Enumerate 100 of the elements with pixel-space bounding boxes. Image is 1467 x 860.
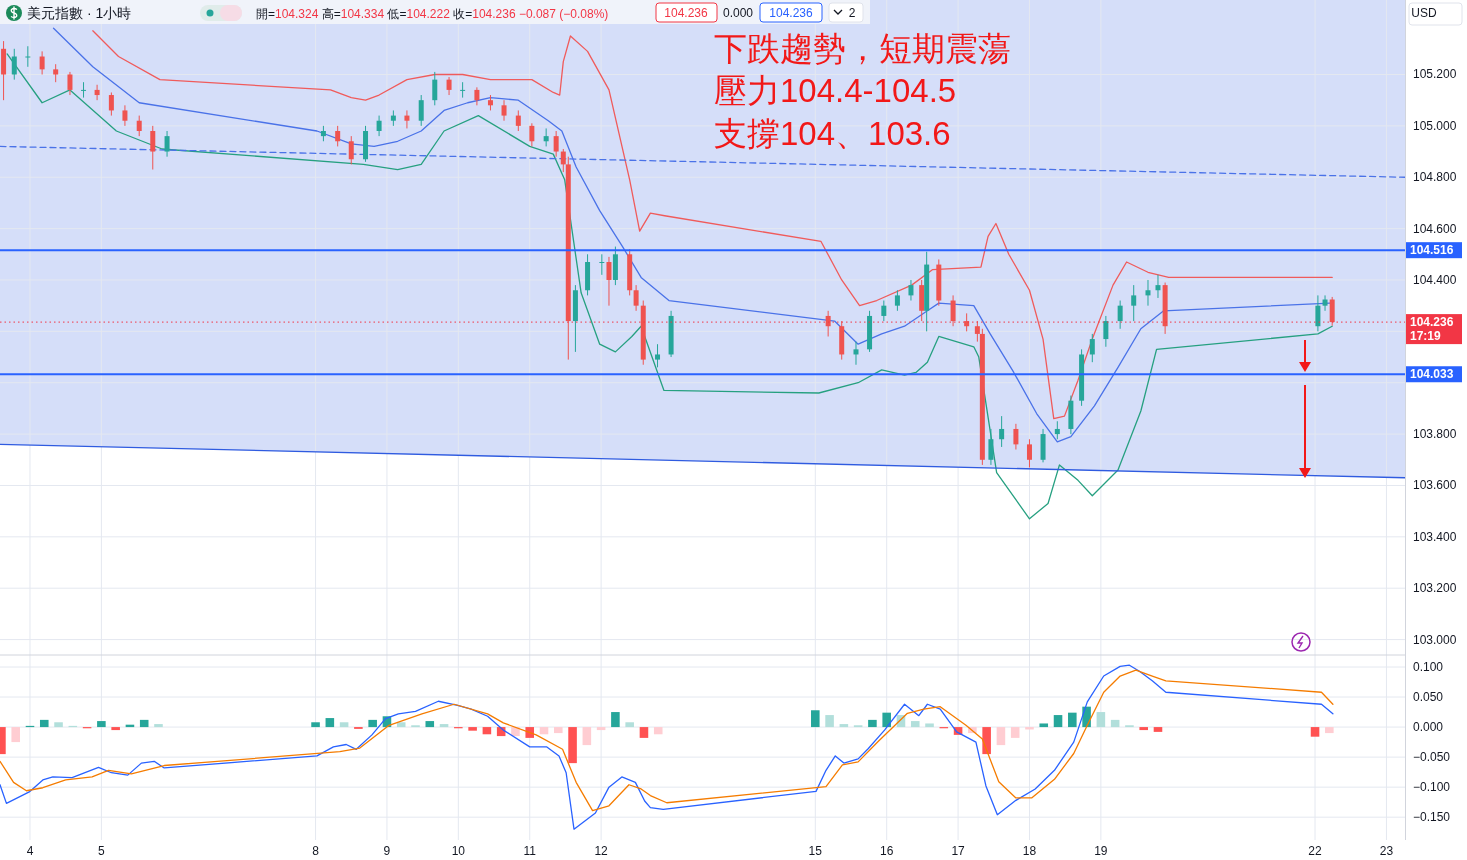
chart-title: 美元指數 · 1小時 [27, 5, 132, 21]
y-tick-label: 105.000 [1413, 118, 1457, 133]
annotation: 2 [848, 6, 856, 20]
bar [653, 727, 663, 735]
bar [1110, 719, 1120, 728]
candlestick [1145, 279, 1151, 307]
bar [396, 722, 406, 728]
candlestick [1013, 423, 1019, 451]
bar [1325, 727, 1334, 734]
candlestick [39, 50, 45, 75]
x-tick-label: 4 [26, 844, 34, 858]
bar [910, 721, 920, 728]
y-tick-label: 103.600 [1413, 478, 1457, 493]
ref-line-label: 104.033 [1410, 367, 1454, 382]
y-tick-label: 0.050 [1413, 690, 1444, 705]
text: 開=104.324 高=104.334 低=104.222 收=104.236 −0.087 (−0.08%) [256, 7, 609, 21]
candlestick [999, 415, 1005, 448]
bar [625, 722, 634, 728]
x-tick-label: 23 [1379, 844, 1394, 858]
candlestick [1089, 333, 1095, 363]
candlestick [460, 81, 466, 99]
candlestick [108, 91, 114, 117]
candlestick [599, 253, 605, 276]
candlestick [529, 122, 535, 147]
candlestick [11, 48, 17, 81]
candlestick [974, 320, 980, 343]
bar [611, 712, 620, 728]
annotation: 壓力104.4-104.5 [714, 72, 957, 109]
candlestick [67, 71, 73, 96]
bar [925, 723, 934, 728]
ref-line-label: 104.236 17:19 [1410, 315, 1454, 344]
x-tick-label: 18 [1022, 844, 1037, 858]
candlestick [1117, 300, 1123, 330]
bar [139, 719, 149, 728]
candlestick [894, 289, 900, 312]
bar [439, 724, 449, 728]
candlestick [94, 84, 100, 101]
bar [568, 727, 577, 764]
bar [1139, 727, 1148, 731]
bar [39, 719, 49, 728]
bar [311, 722, 320, 728]
bar [482, 727, 492, 735]
y-tick-label: 103.800 [1413, 427, 1457, 442]
annotation: 104.236 [664, 6, 709, 20]
candlestick [1131, 284, 1137, 322]
text: USD [1411, 6, 1437, 20]
candlestick [553, 130, 559, 158]
bar [1039, 723, 1049, 728]
candlestick [376, 115, 382, 137]
bar [154, 724, 163, 728]
candlestick [335, 125, 341, 147]
candlestick [25, 45, 31, 68]
annotation: 104.236 [769, 6, 814, 20]
y-tick-label: 104.800 [1413, 170, 1457, 185]
y-tick-label: 104.400 [1413, 272, 1457, 287]
candlestick [164, 130, 170, 158]
bar [468, 727, 477, 731]
bar [582, 727, 592, 746]
candlestick [122, 104, 128, 127]
bar [839, 724, 849, 728]
bar [639, 727, 649, 738]
y-tick-label: 0.100 [1413, 660, 1444, 675]
bar [1068, 712, 1077, 728]
candlestick [1026, 438, 1032, 468]
y-tick-label: 105.200 [1413, 67, 1457, 82]
bar [1096, 712, 1106, 728]
candlestick [432, 71, 438, 106]
candlestick [950, 294, 956, 327]
bar [982, 727, 991, 755]
x-tick-label: 15 [808, 844, 823, 858]
bar [54, 722, 63, 728]
y-tick-label: −0.050 [1413, 750, 1451, 765]
bar [1053, 715, 1063, 728]
candlestick [825, 310, 831, 337]
candlestick [606, 256, 612, 307]
bar [882, 712, 891, 728]
bar [368, 719, 377, 728]
bar [996, 727, 1006, 746]
bar [554, 727, 563, 734]
bar [596, 727, 606, 731]
y-tick-label: 103.400 [1413, 529, 1457, 544]
candlestick [988, 428, 994, 466]
candlestick [501, 99, 507, 122]
annotation: 支撐104、103.6 [714, 115, 951, 152]
candlestick [881, 300, 887, 322]
candlestick [633, 284, 639, 312]
bar [868, 719, 877, 728]
candlestick [853, 341, 859, 366]
candlestick [908, 279, 914, 302]
bar [539, 727, 549, 735]
x-tick-label: 22 [1308, 844, 1323, 858]
bar [11, 727, 20, 743]
candlestick [150, 125, 156, 171]
bar [425, 721, 435, 728]
candlestick [348, 135, 354, 165]
candlestick [560, 148, 566, 173]
candlestick [1322, 294, 1328, 312]
candlestick [404, 109, 410, 129]
y-tick-label: 0.000 [1413, 720, 1444, 735]
candlestick [1155, 274, 1161, 299]
